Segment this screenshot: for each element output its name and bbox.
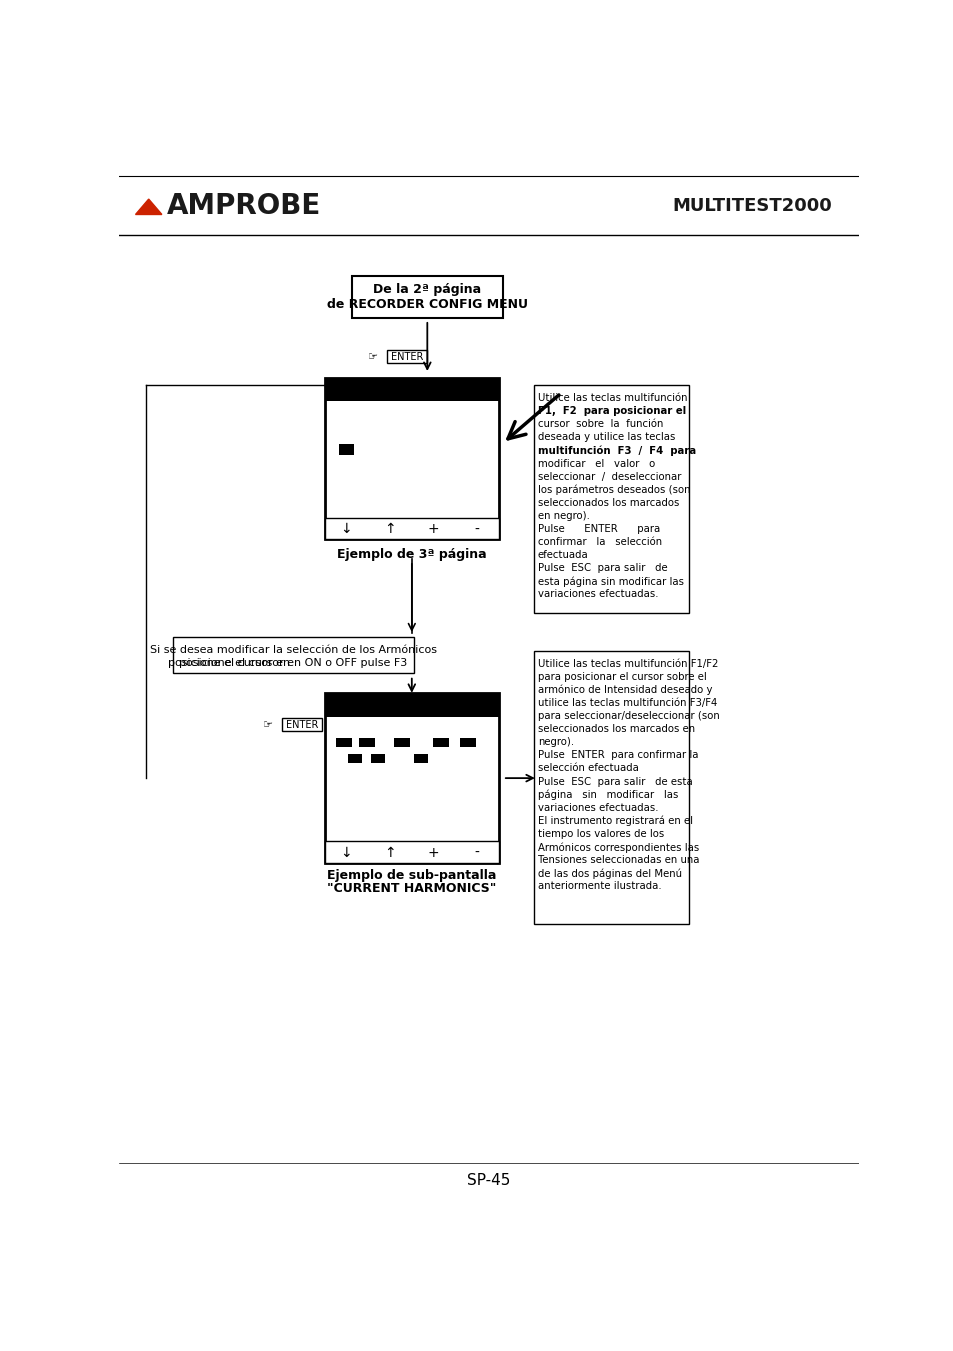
Bar xyxy=(352,276,502,319)
Bar xyxy=(386,350,427,363)
Text: Ejemplo de 3ª página: Ejemplo de 3ª página xyxy=(336,549,486,561)
Text: Si se desea modificar la selección de los Armónicos: Si se desea modificar la selección de lo… xyxy=(150,644,436,654)
Text: El instrumento registrará en el: El instrumento registrará en el xyxy=(537,816,692,827)
Text: ☞: ☞ xyxy=(367,351,377,362)
Text: Tensiones seleccionadas en una: Tensiones seleccionadas en una xyxy=(537,855,699,865)
Text: efectuada: efectuada xyxy=(537,550,588,561)
Text: Ejemplo de sub-pantalla: Ejemplo de sub-pantalla xyxy=(327,870,496,882)
Text: ENTER: ENTER xyxy=(286,720,318,730)
Text: -: - xyxy=(474,523,478,536)
Bar xyxy=(348,754,361,763)
Text: variaciones efectuadas.: variaciones efectuadas. xyxy=(537,589,658,600)
Text: utilice las teclas multifunción F3/F4: utilice las teclas multifunción F3/F4 xyxy=(537,698,717,708)
Text: seleccionados los marcados en: seleccionados los marcados en xyxy=(537,724,694,734)
Text: página   sin   modificar   las: página sin modificar las xyxy=(537,790,678,800)
Bar xyxy=(324,517,498,539)
Bar xyxy=(324,693,498,716)
Bar xyxy=(534,385,688,612)
Text: ↑: ↑ xyxy=(383,846,395,859)
Text: +: + xyxy=(427,523,438,536)
Text: AMPROBE: AMPROBE xyxy=(167,192,321,220)
Bar xyxy=(324,693,498,863)
Bar xyxy=(173,638,414,673)
Text: selección efectuada: selección efectuada xyxy=(537,763,638,774)
Text: Pulse  ESC  para salir   de esta: Pulse ESC para salir de esta xyxy=(537,777,692,786)
Bar xyxy=(282,719,322,731)
Text: los parámetros deseados (son: los parámetros deseados (son xyxy=(537,485,690,496)
Text: negro).: negro). xyxy=(537,738,574,747)
Text: seleccionados los marcados: seleccionados los marcados xyxy=(537,497,679,508)
Text: armónico de Intensidad deseado y: armónico de Intensidad deseado y xyxy=(537,685,712,696)
Text: anteriormente ilustrada.: anteriormente ilustrada. xyxy=(537,881,660,892)
Text: ↓: ↓ xyxy=(340,523,352,536)
Text: "CURRENT HARMONICS": "CURRENT HARMONICS" xyxy=(327,882,496,894)
Text: ☞: ☞ xyxy=(263,720,273,730)
Text: confirmar   la   selección: confirmar la selección xyxy=(537,538,661,547)
Text: de las dos páginas del Menú: de las dos páginas del Menú xyxy=(537,869,681,878)
Text: -: - xyxy=(474,846,478,859)
Bar xyxy=(534,651,688,924)
Bar xyxy=(335,738,352,747)
Text: deseada y utilice las teclas: deseada y utilice las teclas xyxy=(537,432,675,442)
Text: Pulse  ESC  para salir   de: Pulse ESC para salir de xyxy=(537,563,667,573)
Bar xyxy=(394,738,410,747)
Text: Pulse  ENTER  para confirmar la: Pulse ENTER para confirmar la xyxy=(537,750,698,761)
Text: MULTITEST2000: MULTITEST2000 xyxy=(672,197,831,215)
Bar xyxy=(359,738,375,747)
Polygon shape xyxy=(135,199,162,215)
Text: cursor  sobre  la  función: cursor sobre la función xyxy=(537,419,662,430)
Text: para posicionar el cursor sobre el: para posicionar el cursor sobre el xyxy=(537,671,706,682)
Text: +: + xyxy=(427,846,438,859)
Text: ↓: ↓ xyxy=(340,846,352,859)
Text: Armónicos correspondientes las: Armónicos correspondientes las xyxy=(537,842,699,852)
Text: para seleccionar/deseleccionar (son: para seleccionar/deseleccionar (son xyxy=(537,711,719,721)
Text: modificar   el   valor   o: modificar el valor o xyxy=(537,458,655,469)
Text: posicione el cursor en ON o OFF pulse F3: posicione el cursor en ON o OFF pulse F3 xyxy=(179,658,407,667)
Text: posicione el cursor en: posicione el cursor en xyxy=(168,658,294,667)
Text: ↑: ↑ xyxy=(383,523,395,536)
Text: esta página sin modificar las: esta página sin modificar las xyxy=(537,577,683,586)
Bar xyxy=(371,754,385,763)
Text: tiempo los valores de los: tiempo los valores de los xyxy=(537,830,663,839)
Bar xyxy=(414,754,427,763)
Text: variaciones efectuadas.: variaciones efectuadas. xyxy=(537,802,658,813)
Bar xyxy=(459,738,476,747)
Text: seleccionar  /  deseleccionar: seleccionar / deseleccionar xyxy=(537,471,680,482)
Bar xyxy=(324,378,498,401)
Text: Pulse      ENTER      para: Pulse ENTER para xyxy=(537,524,659,534)
Text: SP-45: SP-45 xyxy=(467,1173,510,1189)
Text: multifunción  F3  /  F4  para: multifunción F3 / F4 para xyxy=(537,446,695,457)
Bar xyxy=(324,842,498,863)
Text: F1,  F2  para posicionar el: F1, F2 para posicionar el xyxy=(537,407,685,416)
Bar xyxy=(433,738,448,747)
Text: en negro).: en negro). xyxy=(537,511,589,521)
Text: ENTER: ENTER xyxy=(390,351,422,362)
Bar xyxy=(324,378,498,539)
Text: De la 2ª página: De la 2ª página xyxy=(373,284,481,296)
Text: Utilice las teclas multifunción: Utilice las teclas multifunción xyxy=(537,393,686,403)
Bar xyxy=(338,444,354,455)
Text: Utilice las teclas multifunción F1/F2: Utilice las teclas multifunción F1/F2 xyxy=(537,659,718,669)
Text: de RECORDER CONFIG MENU: de RECORDER CONFIG MENU xyxy=(327,299,527,311)
